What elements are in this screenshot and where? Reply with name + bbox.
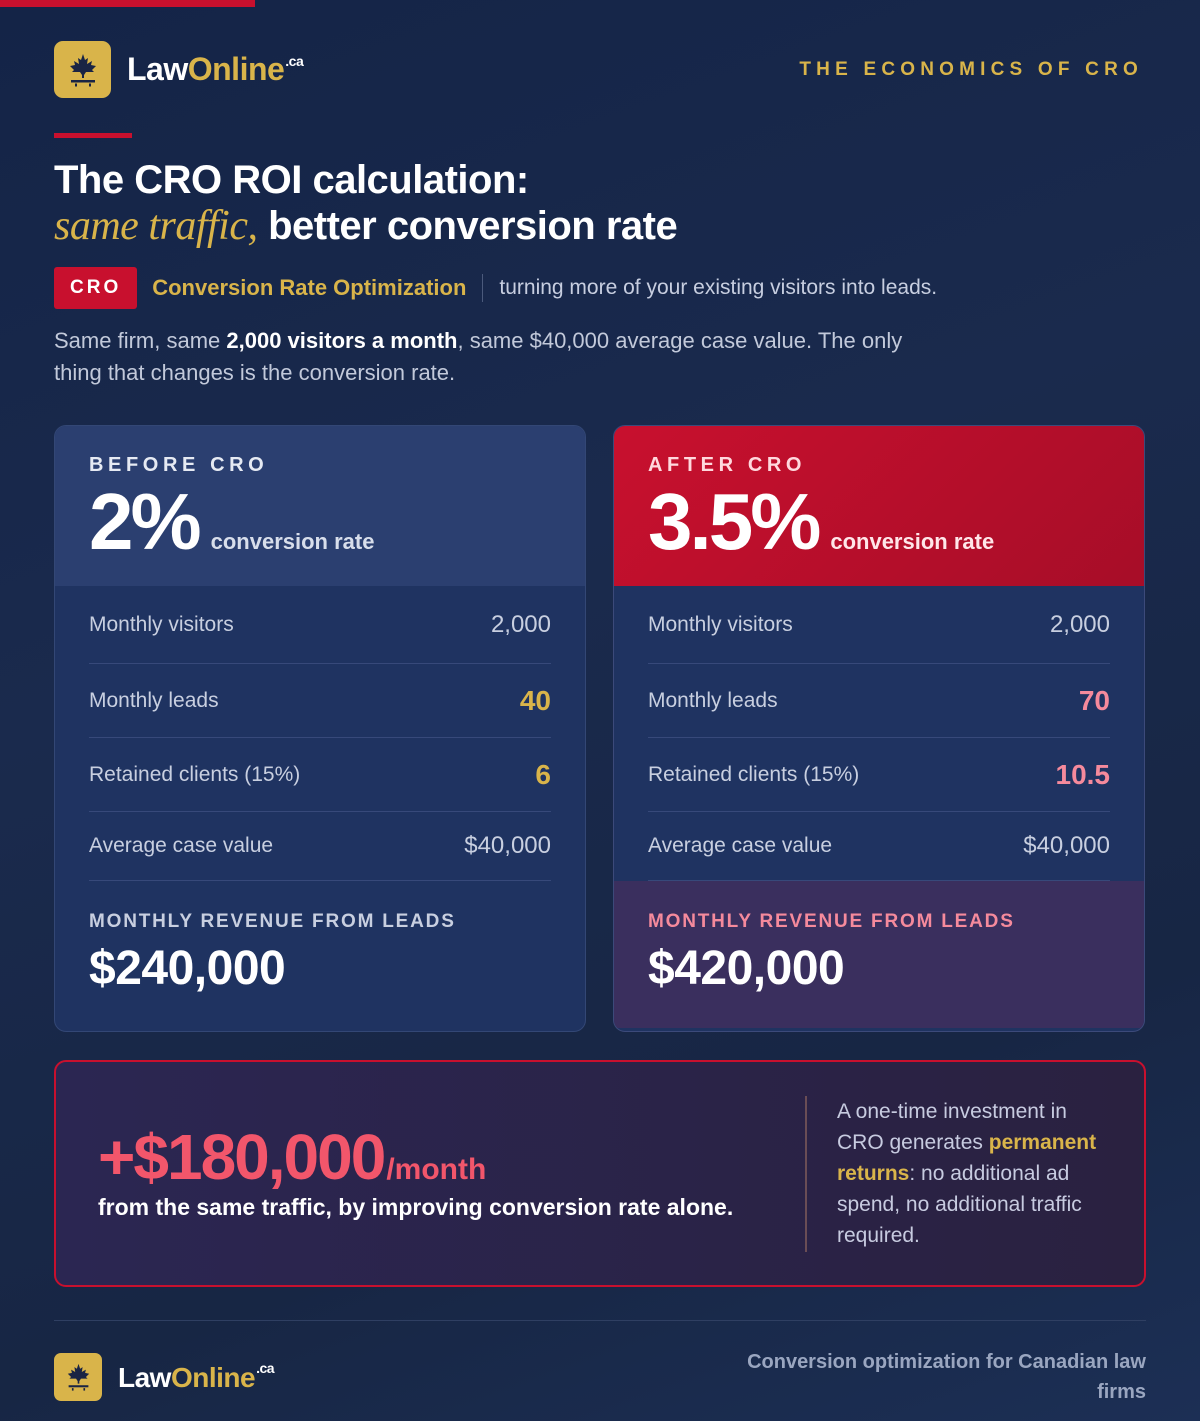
after-rate-line: 3.5% conversion rate	[648, 481, 1110, 563]
row-value: 2,000	[490, 610, 551, 638]
gain-headline: +$180,000 /month	[98, 1120, 486, 1194]
row-label: Retained clients (15%)	[89, 762, 301, 786]
brand-logo[interactable]: LawOnline.ca	[54, 41, 304, 98]
table-row: Retained clients (15%) 6	[89, 738, 551, 812]
after-cro-card: AFTER CRO 3.5% conversion rate Monthly v…	[613, 425, 1145, 1032]
table-row: Average case value $40,000	[89, 812, 551, 881]
summary-divider	[805, 1096, 807, 1252]
definition-divider	[482, 274, 484, 302]
summary-note: A one-time investment in CRO generates p…	[837, 1096, 1117, 1251]
intro-part1: Same firm, same	[54, 328, 227, 353]
brand-name-online: Online	[187, 51, 285, 87]
row-label: Monthly leads	[89, 688, 219, 712]
gain-summary-box: +$180,000 /month from the same traffic, …	[54, 1060, 1146, 1287]
gain-unit: /month	[386, 1153, 487, 1186]
brand-name-law: Law	[118, 1362, 171, 1393]
before-revenue-label: MONTHLY REVENUE FROM LEADS	[89, 911, 456, 932]
intro-paragraph: Same firm, same 2,000 visitors a month, …	[54, 325, 954, 389]
footer-tagline: Conversion optimization for Canadian law…	[747, 1351, 1146, 1403]
table-row: Average case value $40,000	[648, 812, 1110, 881]
row-label: Retained clients (15%)	[648, 762, 860, 786]
table-row: Monthly visitors 2,000	[648, 586, 1110, 664]
header-eyebrow: THE ECONOMICS OF CRO	[799, 59, 1143, 80]
brand-name-law: Law	[127, 51, 188, 87]
before-card-header: BEFORE CRO 2% conversion rate	[55, 426, 585, 586]
before-revenue-value: $240,000	[89, 942, 286, 995]
footer-divider	[54, 1320, 1146, 1321]
row-value: 10.5	[1055, 758, 1111, 790]
note-part1: A one-time investment in CRO generates	[837, 1100, 1067, 1154]
maple-leaf-icon	[54, 41, 111, 98]
footer-brand-logo[interactable]: LawOnline.ca	[54, 1353, 275, 1401]
row-label: Monthly visitors	[89, 612, 234, 636]
row-value: 70	[1078, 684, 1110, 716]
row-label: Average case value	[648, 834, 833, 857]
after-revenue-value: $420,000	[648, 942, 845, 995]
page-title: The CRO ROI calculation: same traffic, b…	[54, 157, 678, 249]
brand-name-tld: .ca	[256, 1360, 275, 1376]
brand-name: LawOnline.ca	[127, 51, 304, 88]
after-revenue: MONTHLY REVENUE FROM LEADS $420,000	[614, 881, 1144, 1028]
table-row: Monthly leads 70	[648, 664, 1110, 738]
before-rate-unit: conversion rate	[210, 529, 375, 554]
row-label: Monthly visitors	[648, 612, 793, 636]
row-value: $40,000	[464, 832, 551, 859]
after-rate-value: 3.5%	[648, 477, 821, 566]
after-card-label: AFTER CRO	[648, 454, 807, 476]
before-rows: Monthly visitors 2,000 Monthly leads 40 …	[55, 586, 585, 881]
cro-badge: CRO	[54, 267, 138, 309]
top-accent-bar	[0, 0, 255, 7]
brand-name-online: Online	[170, 1362, 256, 1393]
before-rate-value: 2%	[89, 477, 202, 566]
row-value: 2,000	[1049, 610, 1110, 638]
definition-term: Conversion Rate Optimization	[152, 275, 467, 300]
after-rate-unit: conversion rate	[830, 529, 995, 554]
after-card-header: AFTER CRO 3.5% conversion rate	[614, 426, 1144, 586]
row-value: 40	[519, 684, 551, 716]
note-bold: permanent returns	[837, 1131, 1097, 1185]
gain-value: +$180,000	[98, 1121, 386, 1193]
row-label: Monthly leads	[648, 688, 778, 712]
footer-brand-name: LawOnline.ca	[118, 1360, 275, 1394]
row-value: $40,000	[1023, 832, 1110, 859]
before-revenue: MONTHLY REVENUE FROM LEADS $240,000	[55, 881, 585, 996]
table-row: Monthly leads 40	[89, 664, 551, 738]
maple-leaf-icon	[54, 1353, 102, 1401]
after-rows: Monthly visitors 2,000 Monthly leads 70 …	[614, 586, 1144, 881]
after-revenue-label: MONTHLY REVENUE FROM LEADS	[648, 911, 1015, 932]
note-part2: : no additional ad spend, no additional …	[837, 1162, 1082, 1247]
definition-text: turning more of your existing visitors i…	[499, 276, 938, 299]
title-italic: same traffic,	[54, 203, 258, 249]
gain-subtitle: from the same traffic, by improving conv…	[98, 1194, 734, 1220]
title-line2: better conversion rate	[257, 204, 678, 248]
before-card-label: BEFORE CRO	[89, 454, 269, 476]
table-row: Retained clients (15%) 10.5	[648, 738, 1110, 812]
definition-row: CRO Conversion Rate Optimization turning…	[54, 267, 937, 309]
row-value: 6	[535, 758, 551, 790]
brand-name-tld: .ca	[285, 53, 304, 69]
title-rule	[54, 133, 132, 138]
intro-part2: , same $40,000 average case value. The o…	[54, 328, 903, 385]
table-row: Monthly visitors 2,000	[89, 586, 551, 664]
before-rate-line: 2% conversion rate	[89, 481, 551, 563]
row-label: Average case value	[89, 834, 274, 857]
before-cro-card: BEFORE CRO 2% conversion rate Monthly vi…	[54, 425, 586, 1032]
title-line1: The CRO ROI calculation:	[54, 158, 529, 202]
intro-bold: 2,000 visitors a month	[226, 328, 458, 353]
